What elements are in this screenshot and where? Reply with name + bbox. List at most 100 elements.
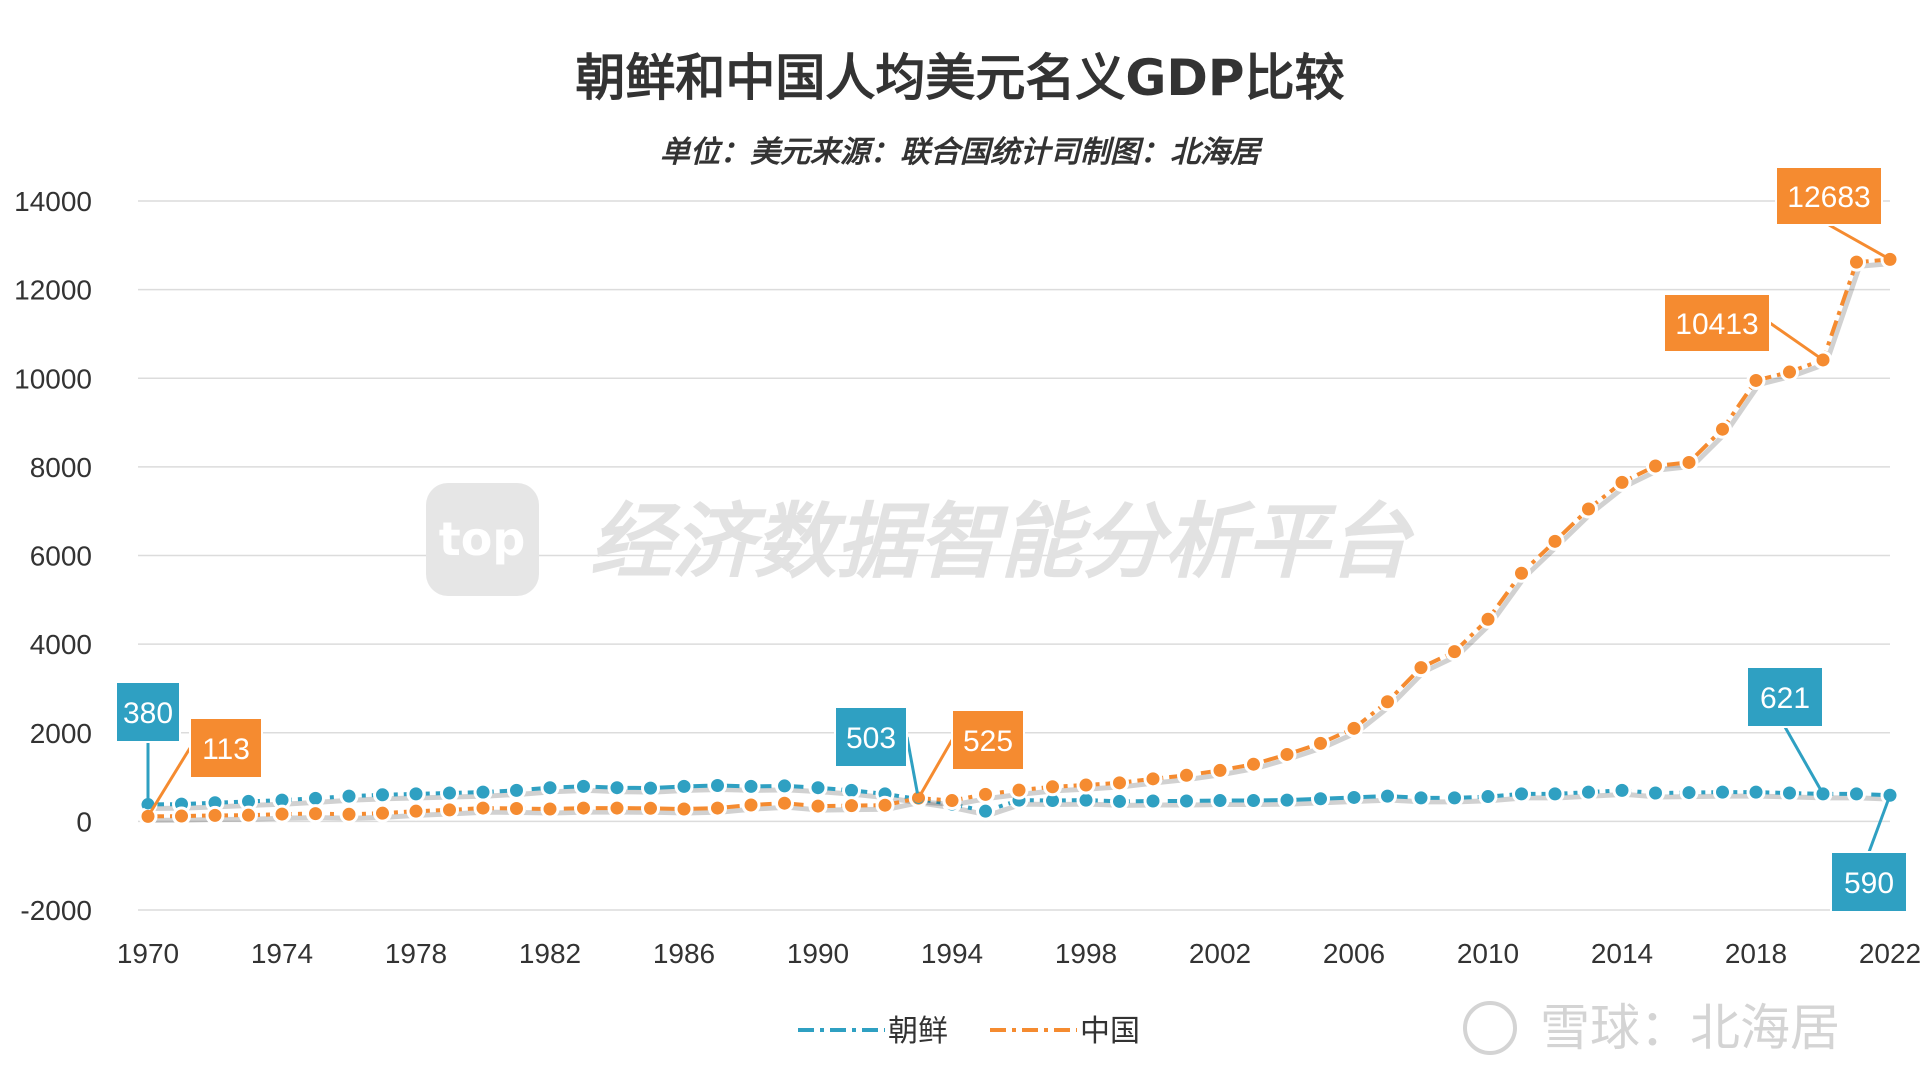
legend-item-china[interactable]: 中国 (990, 1014, 1140, 1049)
data-point[interactable] (741, 776, 761, 796)
callout-anchor (1885, 254, 1895, 265)
data-point[interactable] (1210, 791, 1230, 811)
data-point[interactable] (440, 783, 459, 803)
data-point[interactable] (1780, 362, 1799, 382)
data-point[interactable] (1478, 787, 1498, 807)
data-point[interactable] (574, 776, 593, 796)
data-point[interactable] (1378, 786, 1397, 806)
data-point[interactable] (339, 804, 359, 824)
data-point[interactable] (1646, 783, 1665, 803)
x-tick-label: 1970 (117, 938, 179, 969)
data-point[interactable] (674, 799, 694, 819)
data-point[interactable] (540, 778, 560, 798)
data-point[interactable] (808, 778, 828, 798)
data-point[interactable] (1579, 499, 1598, 519)
data-point[interactable] (1612, 780, 1632, 800)
data-point[interactable] (406, 784, 426, 804)
data-point[interactable] (574, 798, 593, 818)
data-point[interactable] (406, 801, 426, 821)
data-point[interactable] (1277, 790, 1297, 810)
data-point[interactable] (607, 798, 627, 818)
data-point[interactable] (775, 776, 794, 796)
data-point[interactable] (1478, 609, 1498, 629)
data-point[interactable] (708, 798, 727, 818)
legend-item-north-korea[interactable]: 朝鲜 (798, 1014, 948, 1049)
data-point[interactable] (1847, 784, 1866, 804)
data-point[interactable] (1311, 789, 1330, 809)
data-point[interactable] (1646, 456, 1665, 476)
data-point[interactable] (1545, 784, 1565, 804)
data-point[interactable] (1847, 252, 1866, 272)
data-point[interactable] (1746, 370, 1766, 390)
data-point[interactable] (1512, 563, 1531, 583)
data-point[interactable] (1244, 791, 1263, 811)
data-point[interactable] (205, 805, 225, 825)
data-point[interactable] (172, 806, 191, 826)
callout-box (115, 681, 181, 743)
data-point[interactable] (306, 804, 325, 824)
data-point[interactable] (1143, 791, 1163, 811)
data-point[interactable] (373, 785, 392, 805)
data-point[interactable] (1445, 788, 1464, 808)
data-point[interactable] (1177, 765, 1196, 785)
x-tick-label: 1990 (787, 938, 849, 969)
data-point[interactable] (808, 796, 828, 816)
data-point[interactable] (1043, 777, 1062, 797)
data-point[interactable] (1378, 692, 1397, 712)
callout-leader (917, 739, 954, 799)
data-point[interactable] (1411, 658, 1431, 678)
data-point[interactable] (1076, 775, 1096, 795)
data-point[interactable] (1177, 791, 1196, 811)
data-point[interactable] (1344, 787, 1364, 807)
data-point[interactable] (440, 800, 459, 820)
data-point[interactable] (507, 780, 526, 800)
data-point[interactable] (1545, 531, 1565, 551)
data-point[interactable] (674, 776, 694, 796)
data-point[interactable] (1512, 784, 1531, 804)
data-point[interactable] (1780, 783, 1799, 803)
data-point[interactable] (1143, 769, 1163, 789)
data-point[interactable] (708, 775, 727, 795)
data-point[interactable] (875, 795, 895, 815)
data-point[interactable] (1679, 452, 1699, 472)
callout-12683: 12683 (1775, 166, 1895, 265)
y-tick-label: 2000 (30, 718, 92, 749)
data-point[interactable] (775, 793, 794, 813)
data-point[interactable] (473, 782, 493, 802)
data-point[interactable] (1579, 782, 1598, 802)
data-point[interactable] (1679, 783, 1699, 803)
data-point[interactable] (1110, 791, 1129, 811)
data-point[interactable] (306, 788, 325, 808)
data-point[interactable] (741, 795, 761, 815)
data-point[interactable] (942, 791, 962, 811)
data-point[interactable] (239, 805, 258, 825)
data-point[interactable] (1445, 642, 1464, 662)
data-point[interactable] (373, 803, 392, 823)
data-point[interactable] (272, 804, 292, 824)
data-point[interactable] (540, 799, 560, 819)
data-point[interactable] (641, 798, 660, 818)
x-tick-label: 1974 (251, 938, 313, 969)
data-point[interactable] (339, 786, 359, 806)
data-point[interactable] (607, 778, 627, 798)
data-point[interactable] (1713, 782, 1732, 802)
x-tick-label: 2014 (1591, 938, 1653, 969)
data-point[interactable] (1009, 780, 1029, 800)
data-point[interactable] (842, 796, 861, 816)
data-point[interactable] (1746, 782, 1766, 802)
data-point[interactable] (1411, 788, 1431, 808)
data-point[interactable] (473, 798, 493, 818)
data-point[interactable] (507, 799, 526, 819)
data-point[interactable] (1210, 760, 1230, 780)
data-point[interactable] (842, 780, 861, 800)
data-point[interactable] (976, 784, 995, 804)
data-point[interactable] (1713, 419, 1732, 439)
data-point[interactable] (641, 778, 660, 798)
data-point[interactable] (1277, 744, 1297, 764)
data-point[interactable] (1344, 718, 1364, 738)
data-point[interactable] (1110, 773, 1129, 793)
data-point[interactable] (1244, 754, 1263, 774)
data-point[interactable] (976, 801, 995, 821)
data-point[interactable] (1612, 472, 1632, 492)
data-point[interactable] (1311, 733, 1330, 753)
